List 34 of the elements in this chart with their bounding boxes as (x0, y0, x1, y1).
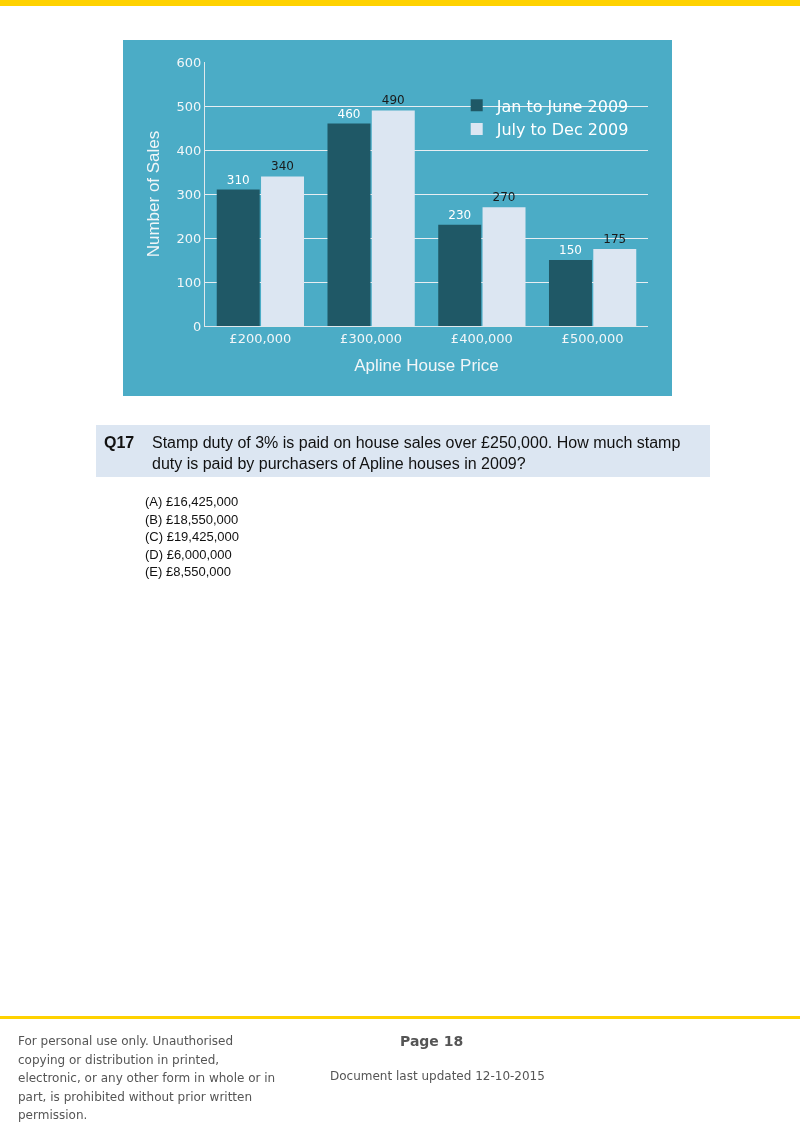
text: (E) £8,550,000 (145, 564, 232, 581)
text: Q17 (104, 433, 136, 453)
text: (C) £19,425,000 (145, 529, 239, 546)
y-tick-label: 500 (176, 98, 202, 114)
bar (548, 260, 592, 326)
y-tick-label: 200 (176, 230, 202, 246)
y-tick-label: 400 (176, 142, 202, 158)
legend-label: July to Dec 2009 (495, 120, 629, 140)
text: (A) £16,425,000 (145, 494, 239, 511)
y-tick-label: 300 (176, 186, 202, 202)
data-label: 230 (448, 207, 472, 222)
data-label: 340 (271, 159, 294, 174)
data-label: 310 (226, 172, 250, 187)
bar (327, 123, 371, 326)
text: Page 18 (400, 1032, 464, 1051)
x-axis-title: Apline House Price (354, 356, 499, 375)
y-tick-label: 0 (193, 318, 202, 334)
bar (216, 189, 260, 326)
x-tick-label: £400,000 (450, 330, 513, 346)
data-label: 460 (337, 106, 361, 121)
data-label: 490 (381, 93, 405, 108)
text: (B) £18,550,000 (145, 512, 239, 529)
text: For personal use only. Unauthorised copying or distribution in printed, electronic, or any other form in whole or in part, is prohibited without prior written permission. (18, 1033, 277, 1125)
bar (438, 224, 482, 326)
y-tick-label: 100 (176, 274, 202, 290)
x-tick-label: £300,000 (340, 330, 403, 346)
y-tick-label: 600 (176, 54, 202, 70)
x-tick-label: £200,000 (229, 330, 292, 346)
text: (D) £6,000,000 (145, 547, 232, 564)
data-label: 150 (559, 243, 582, 257)
text: Stamp duty of 3% is paid on house sales over £250,000. How much stamp duty is paid by purchasers of Apline houses in 2009? (152, 433, 682, 474)
y-axis-title: Number of Sales (144, 130, 164, 258)
x-tick-label: £500,000 (561, 330, 624, 346)
text: Document last updated 12-10-2015 (330, 1069, 545, 1085)
